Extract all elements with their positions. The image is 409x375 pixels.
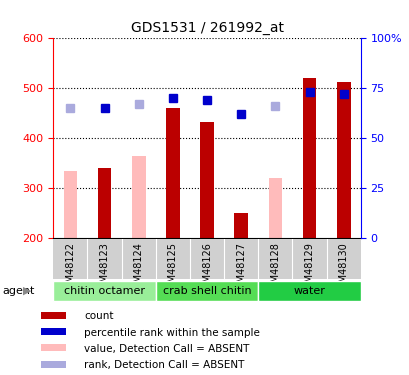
FancyBboxPatch shape — [155, 280, 258, 301]
Text: GSM48122: GSM48122 — [65, 242, 75, 295]
Text: GSM48130: GSM48130 — [338, 242, 348, 295]
Bar — [41, 312, 66, 319]
Text: agent: agent — [2, 286, 34, 296]
Text: percentile rank within the sample: percentile rank within the sample — [84, 328, 260, 338]
Title: GDS1531 / 261992_at: GDS1531 / 261992_at — [130, 21, 283, 35]
Bar — [97, 168, 111, 238]
Bar — [41, 328, 66, 335]
Bar — [302, 78, 316, 238]
Bar — [132, 156, 145, 238]
Text: ▶: ▶ — [23, 286, 31, 296]
Bar — [166, 108, 179, 238]
Text: GSM48126: GSM48126 — [202, 242, 211, 295]
Text: GSM48125: GSM48125 — [167, 242, 178, 295]
FancyBboxPatch shape — [258, 280, 360, 301]
Text: rank, Detection Call = ABSENT: rank, Detection Call = ABSENT — [84, 360, 244, 370]
Bar — [41, 361, 66, 368]
Text: GSM48129: GSM48129 — [304, 242, 314, 295]
Bar — [336, 82, 350, 238]
Text: GSM48124: GSM48124 — [133, 242, 144, 295]
Text: GSM48128: GSM48128 — [270, 242, 280, 295]
Text: count: count — [84, 311, 114, 321]
Text: chitin octamer: chitin octamer — [64, 286, 145, 296]
Text: water: water — [293, 286, 325, 296]
Text: value, Detection Call = ABSENT: value, Detection Call = ABSENT — [84, 344, 249, 354]
Bar — [200, 122, 213, 238]
Bar — [41, 344, 66, 351]
Text: GSM48127: GSM48127 — [236, 242, 246, 295]
Text: GSM48123: GSM48123 — [99, 242, 109, 295]
Bar — [268, 178, 281, 238]
Text: crab shell chitin: crab shell chitin — [162, 286, 251, 296]
Bar — [234, 213, 247, 238]
FancyBboxPatch shape — [53, 280, 155, 301]
Bar — [63, 171, 77, 238]
